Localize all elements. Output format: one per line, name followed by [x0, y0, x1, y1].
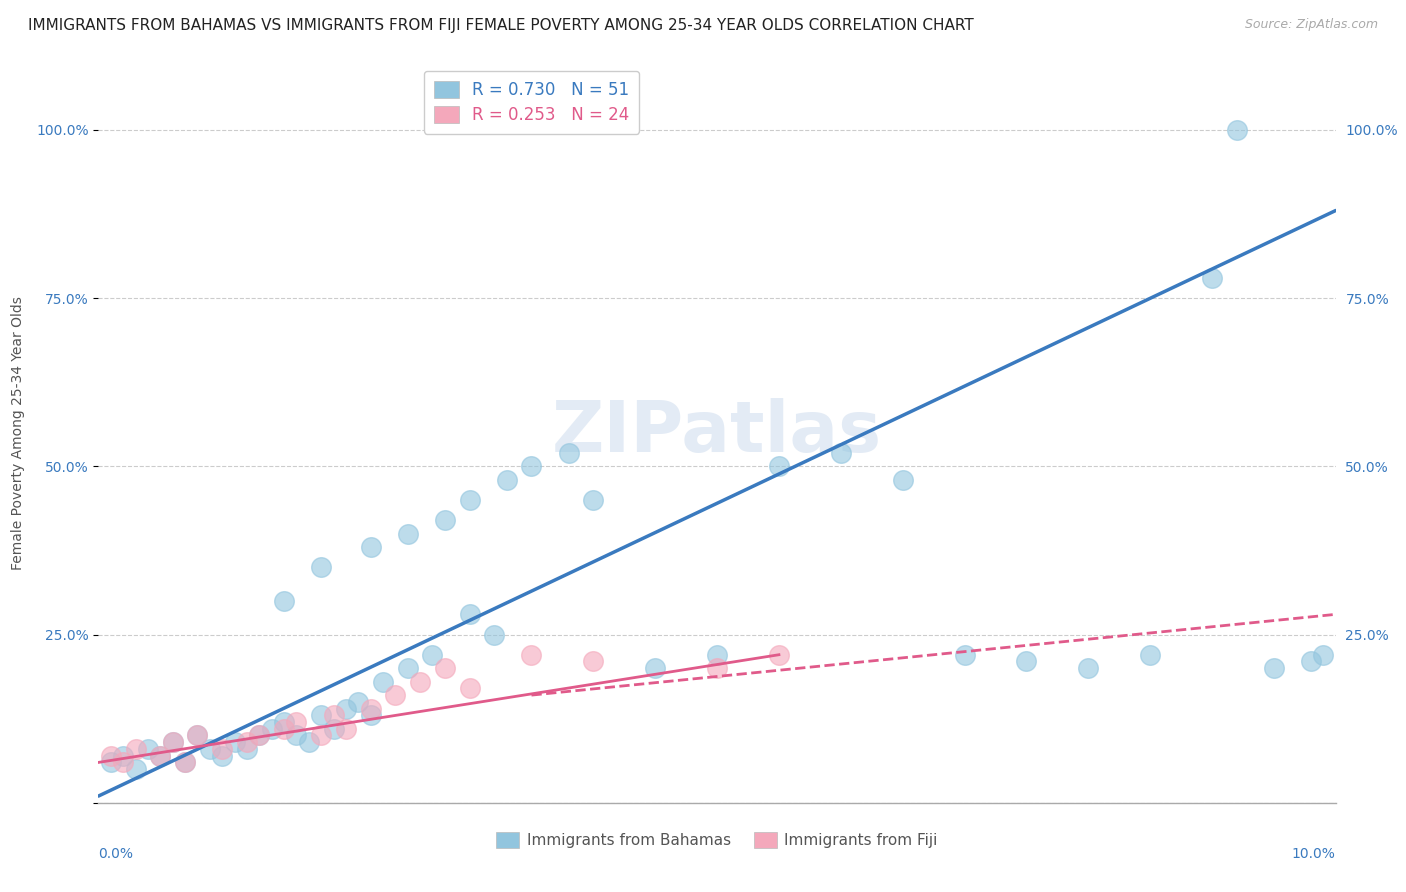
Point [112, 756, 135, 770]
Point [582, 492, 605, 507]
Y-axis label: Female Poverty Among 25-34 Year Olds: Female Poverty Among 25-34 Year Olds [11, 295, 25, 570]
Point [396, 526, 419, 541]
Point [360, 540, 382, 554]
Point [273, 594, 295, 608]
Point [433, 661, 456, 675]
Point [520, 459, 543, 474]
Point [422, 648, 444, 662]
Point [371, 674, 394, 689]
Point [100, 748, 122, 763]
Point [322, 708, 344, 723]
Point [953, 648, 976, 662]
Point [136, 742, 159, 756]
Point [1201, 270, 1223, 285]
Point [100, 756, 122, 770]
Point [458, 607, 481, 622]
Point [285, 729, 308, 743]
Text: Source: ZipAtlas.com: Source: ZipAtlas.com [1244, 18, 1378, 31]
Point [768, 648, 790, 662]
Point [198, 742, 221, 756]
Point [335, 701, 357, 715]
Point [149, 748, 172, 763]
Point [285, 714, 308, 729]
Point [124, 762, 146, 776]
Point [149, 748, 172, 763]
Point [768, 459, 790, 474]
Point [260, 722, 283, 736]
Point [112, 748, 135, 763]
Point [211, 742, 233, 756]
Point [162, 735, 184, 749]
Text: ZIPatlas: ZIPatlas [553, 398, 882, 467]
Point [309, 708, 332, 723]
Point [347, 695, 370, 709]
Point [1299, 655, 1322, 669]
Legend: Immigrants from Bahamas, Immigrants from Fiji: Immigrants from Bahamas, Immigrants from… [491, 826, 943, 855]
Point [298, 735, 321, 749]
Point [706, 661, 728, 675]
Point [186, 729, 208, 743]
Point [484, 627, 506, 641]
Point [891, 473, 914, 487]
Point [224, 735, 246, 749]
Point [495, 473, 517, 487]
Point [174, 756, 197, 770]
Point [322, 722, 344, 736]
Point [1139, 648, 1161, 662]
Point [211, 748, 233, 763]
Point [706, 648, 728, 662]
Point [458, 681, 481, 696]
Point [1015, 655, 1038, 669]
Point [360, 701, 382, 715]
Point [644, 661, 666, 675]
Point [335, 722, 357, 736]
Point [384, 688, 406, 702]
Point [162, 735, 184, 749]
Point [273, 714, 295, 729]
Point [236, 742, 259, 756]
Point [433, 513, 456, 527]
Point [360, 708, 382, 723]
Point [582, 655, 605, 669]
Text: 10.0%: 10.0% [1292, 847, 1336, 861]
Text: IMMIGRANTS FROM BAHAMAS VS IMMIGRANTS FROM FIJI FEMALE POVERTY AMONG 25-34 YEAR : IMMIGRANTS FROM BAHAMAS VS IMMIGRANTS FR… [28, 18, 974, 33]
Point [557, 446, 579, 460]
Point [520, 648, 543, 662]
Point [1226, 122, 1249, 136]
Point [247, 729, 270, 743]
Point [1263, 661, 1285, 675]
Point [409, 674, 432, 689]
Point [830, 446, 852, 460]
Point [309, 560, 332, 574]
Point [174, 756, 197, 770]
Point [1077, 661, 1099, 675]
Point [247, 729, 270, 743]
Point [186, 729, 208, 743]
Point [273, 722, 295, 736]
Text: 0.0%: 0.0% [98, 847, 134, 861]
Point [124, 742, 146, 756]
Point [396, 661, 419, 675]
Point [458, 492, 481, 507]
Point [1312, 648, 1334, 662]
Point [309, 729, 332, 743]
Point [236, 735, 259, 749]
